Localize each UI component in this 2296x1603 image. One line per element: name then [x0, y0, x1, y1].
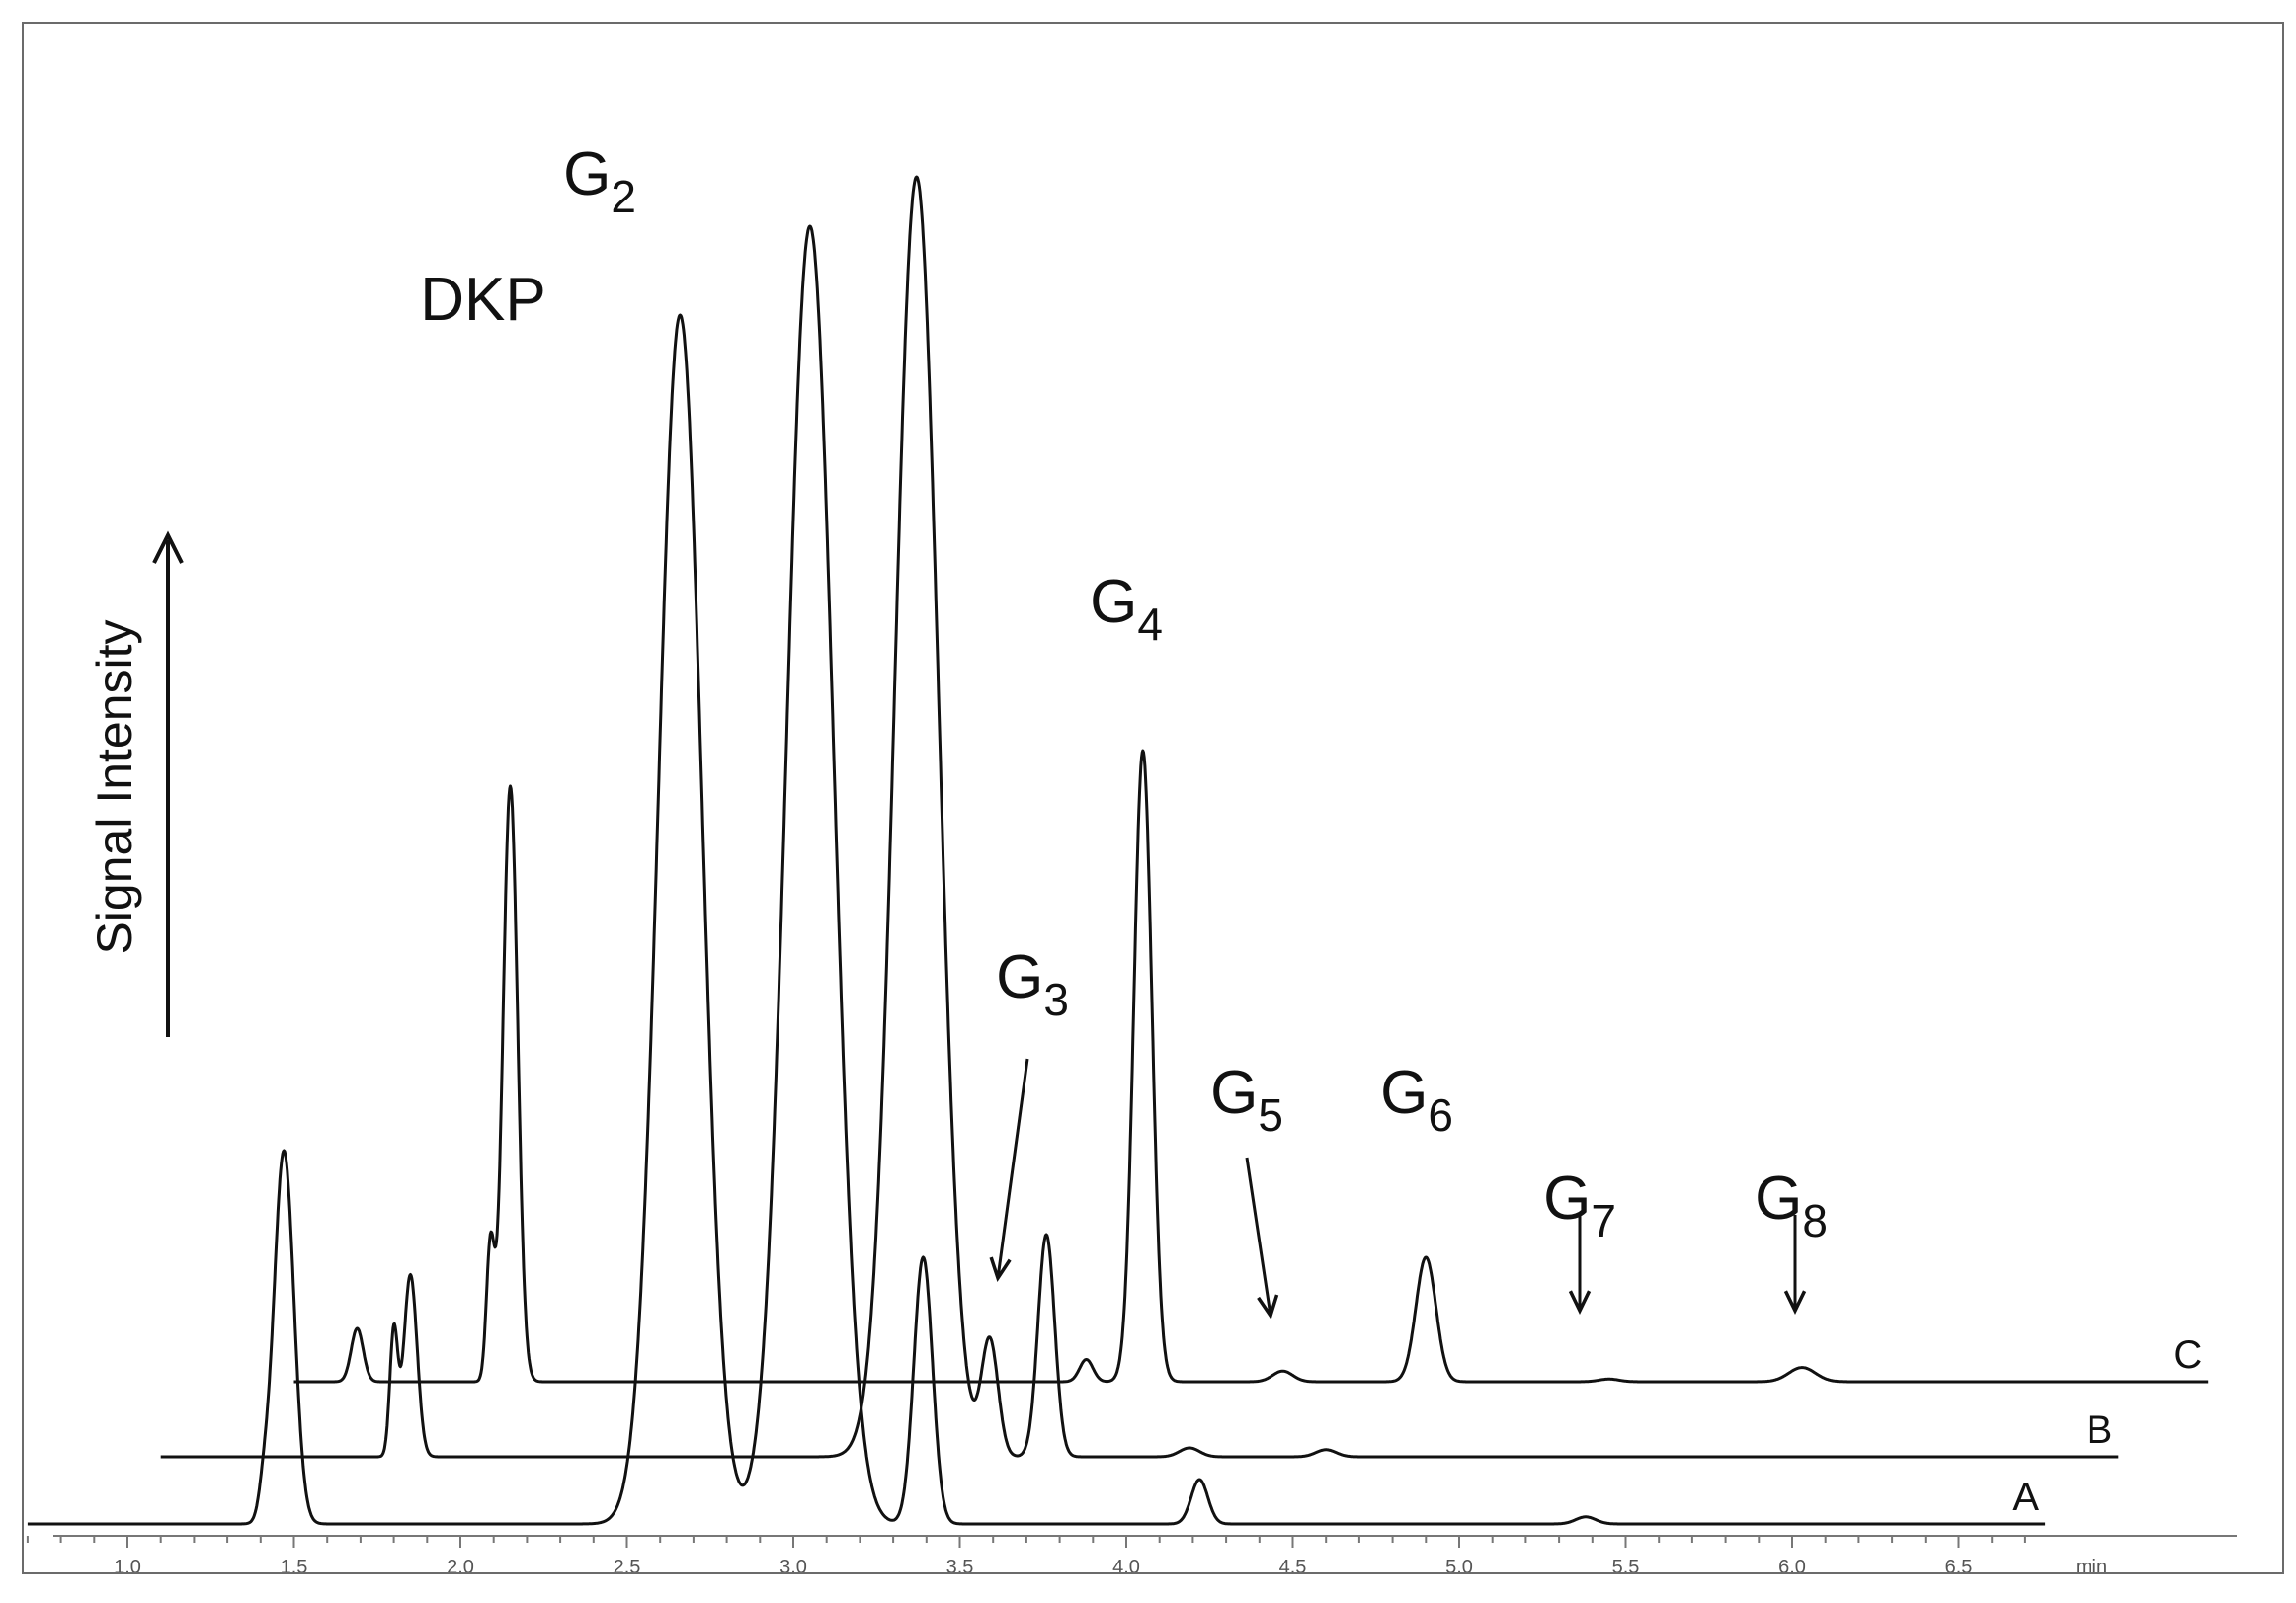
trace-label-a: A — [2012, 1476, 2039, 1519]
chart-frame: 1.0 1.5 2.0 2.5 3.0 3.5 4.0 4.5 5.0 5.5 6.0 6.5 min … — [22, 22, 2284, 1574]
peak-arrow-line — [996, 1058, 1029, 1279]
peak-label-g6: G6 — [1380, 1059, 1453, 1141]
x-tick-label: 5.5 — [1612, 1557, 1640, 1572]
trace-c — [292, 749, 2210, 1384]
x-axis-unit-label: min — [2076, 1557, 2107, 1572]
x-tick-label: 5.0 — [1445, 1557, 1473, 1572]
signal-intensity-arrow-head — [152, 530, 184, 564]
peak-label-main: G — [996, 943, 1043, 1011]
x-tick-label: 3.0 — [779, 1557, 807, 1572]
peak-label-main: G — [1210, 1059, 1258, 1127]
chromatogram-chart: 1.0 1.5 2.0 2.5 3.0 3.5 4.0 4.5 5.0 5.5 6.0 6.5 min … — [26, 140, 2237, 1572]
x-tick-label: 2.0 — [447, 1557, 474, 1572]
peak-arrow-head — [989, 1256, 1012, 1282]
peak-label-main: G — [1543, 1164, 1591, 1233]
peak-arrow-line — [1245, 1157, 1272, 1317]
peak-label-main: G — [563, 140, 611, 208]
signal-intensity-axis: Signal Intensity — [87, 530, 184, 1037]
peak-arrow-head — [1257, 1294, 1279, 1320]
peak-label-subscript: 6 — [1428, 1089, 1453, 1141]
x-tick-label: 2.5 — [614, 1557, 641, 1572]
peak-label-g2: G2 — [563, 140, 636, 222]
trace-b — [159, 175, 2120, 1459]
peak-label-subscript: 7 — [1591, 1195, 1616, 1246]
y-axis-label: Signal Intensity — [87, 619, 142, 954]
peak-label-main: G — [1380, 1059, 1428, 1127]
x-tick-label: 6.5 — [1945, 1557, 1973, 1572]
peak-label-g8: G8 — [1755, 1164, 1828, 1246]
x-tick-label: 1.0 — [114, 1557, 141, 1572]
trace-a — [27, 224, 2046, 1526]
peak-label-g5: G5 — [1210, 1059, 1283, 1141]
x-tick-label: 4.5 — [1279, 1557, 1307, 1572]
peak-label-subscript: 8 — [1802, 1195, 1828, 1246]
peak-label-subscript: 2 — [611, 171, 636, 222]
peak-label-dkp: DKP — [420, 266, 545, 334]
peak-arrow-head — [1568, 1290, 1592, 1316]
x-tick-label: 1.5 — [281, 1557, 308, 1572]
peak-label-main: DKP — [420, 266, 545, 334]
trace-label-c: C — [2173, 1333, 2202, 1377]
peak-label-subscript: 5 — [1258, 1089, 1283, 1141]
peak-label-main: G — [1090, 568, 1137, 636]
x-tick-label: 3.5 — [946, 1557, 974, 1572]
x-axis: 1.0 1.5 2.0 2.5 3.0 3.5 4.0 4.5 5.0 5.5 6.0 6.5 min — [26, 1535, 2237, 1572]
x-tick-label: 4.0 — [1112, 1557, 1140, 1572]
peak-label-g7: G7 — [1543, 1164, 1616, 1246]
x-tick-label: 6.0 — [1778, 1557, 1806, 1572]
trace-group: A B C — [27, 175, 2210, 1526]
peak-label-g4: G4 — [1090, 568, 1163, 650]
peak-arrow-head — [1783, 1290, 1807, 1316]
peak-label-g3: G3 — [996, 943, 1069, 1025]
peak-label-subscript: 3 — [1043, 974, 1069, 1025]
trace-label-b: B — [2087, 1408, 2113, 1452]
peak-label-subscript: 4 — [1137, 599, 1163, 650]
